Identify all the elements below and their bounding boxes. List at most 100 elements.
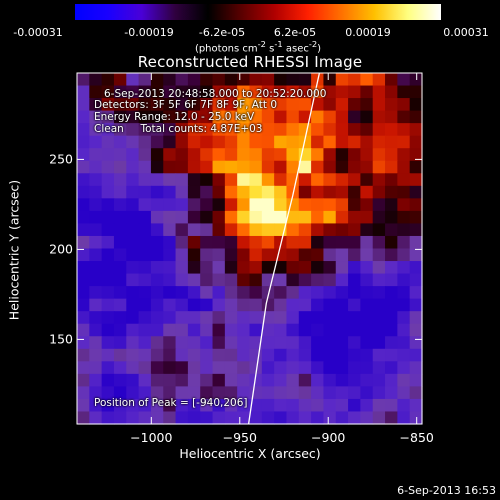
- heatmap-cell: [409, 73, 423, 87]
- heatmap-cell: [101, 386, 115, 400]
- heatmap-cell: [175, 198, 189, 212]
- heatmap-cell: [175, 223, 189, 237]
- heatmap-cell: [237, 386, 251, 400]
- heatmap-cell: [138, 235, 152, 250]
- heatmap-cell: [237, 73, 251, 87]
- heatmap-cell: [89, 323, 103, 337]
- heatmap-cell: [175, 311, 189, 325]
- heatmap-cell: [397, 311, 411, 325]
- heatmap-cell: [200, 73, 214, 87]
- heatmap-cell: [126, 336, 140, 350]
- heatmap-cell: [372, 323, 386, 337]
- heatmap-cell: [298, 373, 312, 387]
- heatmap-cell: [360, 235, 374, 250]
- heatmap-cell: [323, 411, 337, 425]
- heatmap-cell: [348, 311, 361, 325]
- heatmap-cell: [163, 373, 177, 387]
- heatmap-cell: [89, 336, 103, 350]
- heatmap-cell: [385, 173, 398, 187]
- heatmap-cell: [126, 123, 140, 137]
- heatmap-cell: [101, 235, 115, 250]
- heatmap-cell: [237, 198, 251, 212]
- heatmap-cell: [200, 98, 214, 112]
- heatmap-cell: [274, 185, 288, 199]
- heatmap-cell: [249, 273, 263, 287]
- heatmap-cell: [175, 323, 189, 337]
- heatmap-cell: [249, 148, 263, 162]
- heatmap-cell: [101, 123, 115, 137]
- heatmap-cell: [311, 248, 325, 262]
- heatmap-cell: [286, 273, 300, 287]
- heatmap-cell: [397, 348, 411, 362]
- heatmap-cell: [323, 336, 337, 350]
- heatmap-cell: [113, 85, 127, 99]
- heatmap-cell: [237, 235, 251, 250]
- heatmap-cell: [335, 261, 349, 275]
- heatmap-cell: [187, 411, 201, 425]
- heatmap-cell: [101, 298, 115, 312]
- heatmap-cell: [360, 85, 374, 99]
- heatmap-cell: [77, 85, 90, 99]
- heatmap-cell: [311, 286, 325, 300]
- heatmap-cell: [200, 336, 214, 350]
- heatmap-cell: [113, 348, 127, 362]
- heatmap-cell: [249, 248, 263, 262]
- heatmap-cell: [323, 373, 337, 387]
- heatmap-cell: [187, 273, 201, 287]
- heatmap-cell: [335, 323, 349, 337]
- heatmap-cell: [237, 373, 251, 387]
- heatmap-cell: [138, 398, 152, 413]
- heatmap-cell: [372, 198, 386, 212]
- heatmap-cell: [298, 298, 312, 312]
- heatmap-cell: [187, 135, 201, 149]
- heatmap-cell: [360, 273, 374, 287]
- heatmap-cell: [200, 235, 214, 250]
- heatmap-cell: [175, 373, 189, 387]
- heatmap-cell: [298, 336, 312, 350]
- heatmap-cell: [298, 85, 312, 99]
- heatmap-cell: [286, 73, 300, 87]
- heatmap-cell: [311, 148, 325, 162]
- heatmap-cell: [187, 98, 201, 112]
- heatmap-cell: [237, 173, 251, 187]
- heatmap-cell: [360, 323, 374, 337]
- heatmap-cell: [360, 261, 374, 275]
- heatmap-cell: [113, 198, 127, 212]
- energy-range-text: Energy Range: 12.0 - 25.0 keV: [94, 111, 255, 123]
- heatmap-cell: [360, 148, 374, 162]
- heatmap-cell: [409, 148, 423, 162]
- heatmap-cell: [237, 311, 251, 325]
- colorbar-tick-label: 0.00019: [345, 26, 391, 39]
- heatmap-cell: [163, 348, 177, 362]
- heatmap-cell: [360, 123, 374, 137]
- heatmap-cell: [372, 286, 386, 300]
- heatmap-cell: [360, 248, 374, 262]
- heatmap-cell: [261, 185, 275, 199]
- heatmap-cell: [163, 298, 177, 312]
- heatmap-cell: [237, 411, 251, 425]
- heatmap-cell: [372, 261, 386, 275]
- heatmap-cell: [274, 248, 288, 262]
- heatmap-cell: [224, 198, 238, 212]
- heatmap-cell: [89, 173, 103, 187]
- heatmap-cell: [261, 348, 275, 362]
- heatmap-cell: [261, 98, 275, 112]
- heatmap-cell: [385, 73, 398, 87]
- heatmap-cell: [200, 411, 214, 425]
- heatmap-cell: [261, 148, 275, 162]
- heatmap-cell: [286, 398, 300, 413]
- heatmap-cell: [77, 411, 90, 425]
- heatmap-cell: [163, 336, 177, 350]
- heatmap-cell: [212, 286, 226, 300]
- heatmap-cell: [89, 298, 103, 312]
- heatmap-cell: [77, 223, 90, 237]
- heatmap-cell: [385, 323, 398, 337]
- heatmap-cell: [163, 235, 177, 250]
- heatmap-cell: [150, 173, 164, 187]
- heatmap-cell: [237, 85, 251, 99]
- heatmap-cell: [126, 398, 140, 413]
- colorbar-tick-label: 6.2e-05: [273, 26, 317, 39]
- heatmap-cell: [77, 210, 90, 225]
- heatmap-cell: [212, 235, 226, 250]
